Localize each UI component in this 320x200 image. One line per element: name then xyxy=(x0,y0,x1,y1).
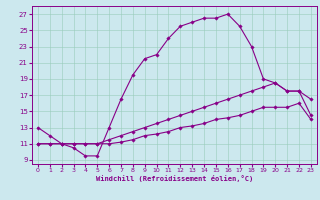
X-axis label: Windchill (Refroidissement éolien,°C): Windchill (Refroidissement éolien,°C) xyxy=(96,175,253,182)
